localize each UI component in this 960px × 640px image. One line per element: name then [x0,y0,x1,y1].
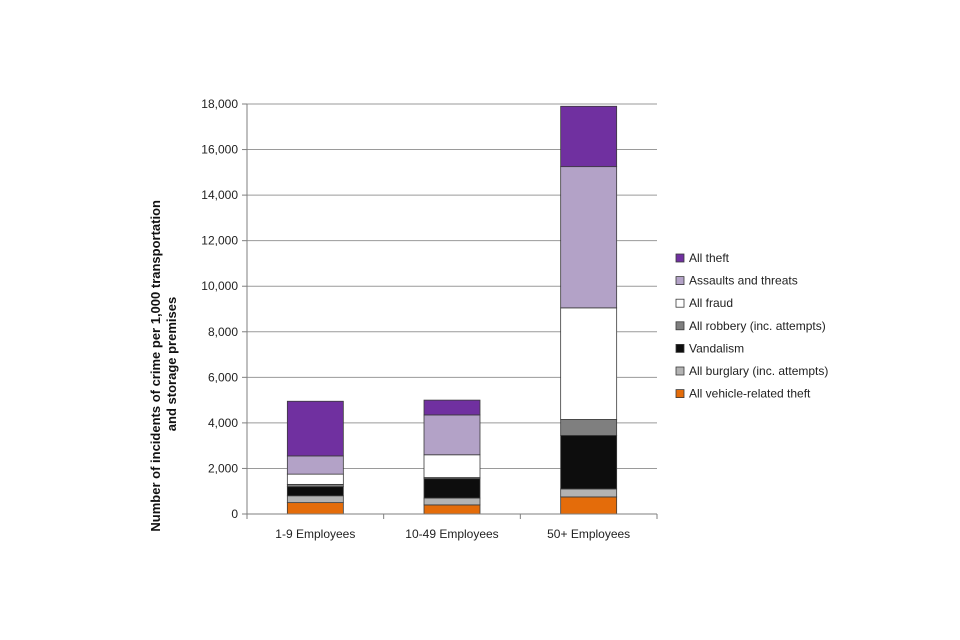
legend-label: All vehicle-related theft [689,387,811,401]
legend-label: Vandalism [689,341,744,355]
bar-segment-assaults-and-threats-1 [286,455,344,475]
y-axis-title-line-1: Number of incidents of crime per 1,000 t… [148,200,163,532]
x-tick-label: 10-49 Employees [405,527,498,541]
legend-item: All burglary (inc. attempts) [675,364,828,378]
y-tick-label: 18,000 [201,97,238,111]
axes [242,103,658,519]
y-tick-label: 0 [231,507,238,521]
bar-segment-all-fraud-3 [560,307,618,420]
legend-swatch [675,253,685,263]
bar-segment-all-vehicle-related-theft-3 [560,496,618,515]
bar-segment-all-burglary-inc-attempts-1 [286,495,344,504]
x-tick-label: 50+ Employees [547,527,630,541]
legend-label: All robbery (inc. attempts) [689,319,826,333]
legend-swatch [675,276,685,286]
y-tick-label: 12,000 [201,234,238,248]
bar-segment-assaults-and-threats-3 [560,166,618,309]
x-tick-label: 1-9 Employees [275,527,355,541]
y-tick-label: 8,000 [208,325,238,339]
y-tick-label: 4,000 [208,416,238,430]
bar-segment-all-theft-2 [423,399,481,416]
legend-label: Assaults and threats [689,274,798,288]
legend: All theft Assaults and threats All fraud Al… [675,251,828,401]
legend-item: Vandalism [675,341,744,355]
legend-item: Assaults and threats [675,274,798,288]
legend-item: All theft [675,251,730,265]
bar-segment-vandalism-1 [286,486,344,497]
bars [286,105,618,515]
y-axis-title: Number of incidents of crime per 1,000 t… [148,196,179,531]
legend-swatch [675,321,685,331]
bar-segment-all-burglary-inc-attempts-3 [560,488,618,498]
legend-swatch [675,389,685,399]
legend-item: All fraud [675,296,733,310]
bar-segment-all-theft-3 [560,105,618,168]
y-tick-label: 2,000 [208,461,238,475]
y-tick-label: 14,000 [201,188,238,202]
legend-item: All vehicle-related theft [675,387,811,401]
legend-swatch [675,366,685,376]
bar-segment-all-robbery-inc-attempts-3 [560,419,618,436]
bar-segment-all-fraud-2 [423,454,481,478]
y-axis-title-line-2: and storage premises [164,297,179,431]
bar-segment-assaults-and-threats-2 [423,414,481,456]
legend-label: All fraud [689,296,733,310]
y-tick-labels: 0 2,000 4,000 6,000 8,000 10,000 12,000 14,000 1… [201,97,238,521]
bar-segment-vandalism-3 [560,435,618,490]
bar-segment-all-vehicle-related-theft-2 [423,504,481,515]
bar-segment-all-burglary-inc-attempts-2 [423,497,481,506]
y-tick-label: 10,000 [201,279,238,293]
bar-segment-all-fraud-1 [286,473,344,485]
legend-label: All theft [689,251,730,265]
legend-swatch [675,298,685,308]
legend-swatch [675,343,685,353]
legend-item: All robbery (inc. attempts) [675,319,826,333]
x-tick-labels: 1-9 Employees 10-49 Employees 50+ Employee… [275,527,630,541]
bar-segment-all-vehicle-related-theft-1 [286,502,344,515]
y-tick-label: 6,000 [208,370,238,384]
y-tick-label: 16,000 [201,143,238,157]
legend-label: All burglary (inc. attempts) [689,364,828,378]
bar-segment-vandalism-2 [423,478,481,499]
bar-segment-all-theft-1 [286,400,344,457]
